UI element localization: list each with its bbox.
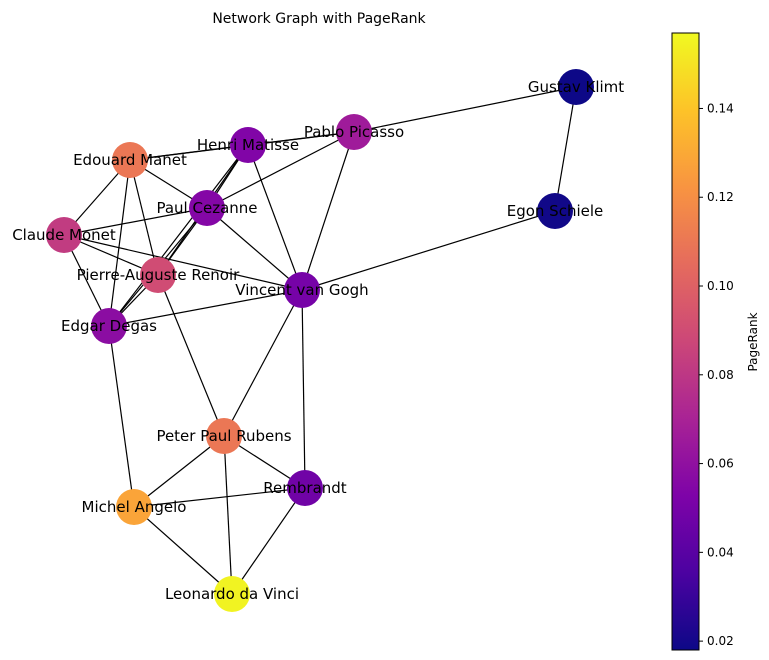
edge-michel-angelo-leonardo-da-vinci (133, 506, 233, 595)
node-rembrandt (287, 470, 323, 506)
edge-vincent-van-gogh-rembrandt (301, 289, 306, 489)
edge-gustav-klimt-egon-schiele (554, 86, 577, 212)
node-leonardo-da-vinci (214, 576, 250, 612)
edge-peter-paul-rubens-michel-angelo (133, 435, 225, 508)
colorbar-gradient (671, 32, 700, 651)
colorbar-tick-label: 0.12 (707, 190, 734, 204)
edge-pablo-picasso-vincent-van-gogh (301, 131, 355, 291)
node-henri-matisse (230, 127, 266, 163)
node-pierre-auguste-renoir (140, 257, 176, 293)
edge-gustav-klimt-pablo-picasso (353, 86, 577, 133)
node-gustav-klimt (558, 69, 594, 105)
edge-henri-matisse-edouard-manet (129, 144, 249, 161)
edge-peter-paul-rubens-leonardo-da-vinci (223, 435, 233, 595)
edge-claude-monet-vincent-van-gogh (63, 234, 303, 291)
edge-henri-matisse-edgar-degas (108, 144, 249, 327)
colorbar-tick-label: 0.06 (707, 457, 734, 471)
edge-edgar-degas-michel-angelo (108, 325, 135, 508)
edge-vincent-van-gogh-peter-paul-rubens (223, 289, 303, 437)
node-label-leonardo-da-vinci: Leonardo da Vinci (165, 585, 299, 603)
node-edouard-manet (112, 142, 148, 178)
edge-vincent-van-gogh-edgar-degas (108, 289, 303, 327)
node-label-michel-angelo: Michel Angelo (82, 498, 187, 516)
node-label-claude-monet: Claude Monet (12, 226, 116, 244)
node-label-peter-paul-rubens: Peter Paul Rubens (156, 427, 291, 445)
node-paul-cezanne (189, 190, 225, 226)
edge-pablo-picasso-paul-cezanne (206, 131, 355, 209)
edge-paul-cezanne-claude-monet (63, 207, 208, 236)
colorbar-tick-label: 0.14 (707, 101, 734, 115)
node-egon-schiele (537, 193, 573, 229)
node-michel-angelo (116, 489, 152, 525)
node-label-egon-schiele: Egon Schiele (507, 202, 604, 220)
colorbar-tick-label: 0.04 (707, 545, 734, 559)
edge-pierre-auguste-renoir-peter-paul-rubens (157, 274, 225, 437)
edge-egon-schiele-vincent-van-gogh (301, 210, 556, 291)
node-label-gustav-klimt: Gustav Klimt (528, 78, 624, 96)
edge-paul-cezanne-vincent-van-gogh (206, 207, 303, 291)
colorbar-tick-label: 0.02 (707, 634, 734, 648)
colorbar-ticks: 0.02 0.04 0.06 0.08 0.10 0.12 0.14 (699, 101, 734, 648)
node-label-paul-cezanne: Paul Cezanne (156, 199, 257, 217)
node-pablo-picasso (336, 114, 372, 150)
colorbar-label: PageRank (746, 312, 760, 371)
edge-henri-matisse-vincent-van-gogh (247, 144, 303, 291)
edge-rembrandt-leonardo-da-vinci (231, 487, 306, 595)
nodes-layer (46, 69, 594, 612)
labels-layer: Gustav Klimt Egon Schiele Pablo Picasso Hen… (12, 78, 624, 603)
colorbar: 0.02 0.04 0.06 0.08 0.10 0.12 0.14 PageRank (671, 32, 760, 651)
node-label-henri-matisse: Henri Matisse (197, 136, 299, 154)
node-label-pablo-picasso: Pablo Picasso (304, 123, 404, 141)
chart-title: Network Graph with PageRank (212, 11, 426, 27)
node-label-edouard-manet: Edouard Manet (73, 151, 187, 169)
edge-rembrandt-michel-angelo (133, 487, 306, 508)
node-label-edgar-degas: Edgar Degas (61, 317, 157, 335)
node-peter-paul-rubens (206, 418, 242, 454)
node-label-rembrandt: Rembrandt (263, 479, 346, 497)
node-edgar-degas (91, 308, 127, 344)
colorbar-tick-label: 0.08 (707, 368, 734, 382)
colorbar-tick-label: 0.10 (707, 279, 734, 293)
node-label-vincent-van-gogh: Vincent van Gogh (235, 281, 368, 299)
node-vincent-van-gogh (284, 272, 320, 308)
node-label-pierre-auguste-renoir: Pierre-Auguste Renoir (77, 266, 240, 284)
node-claude-monet (46, 217, 82, 253)
edge-edouard-manet-edgar-degas (108, 159, 131, 327)
